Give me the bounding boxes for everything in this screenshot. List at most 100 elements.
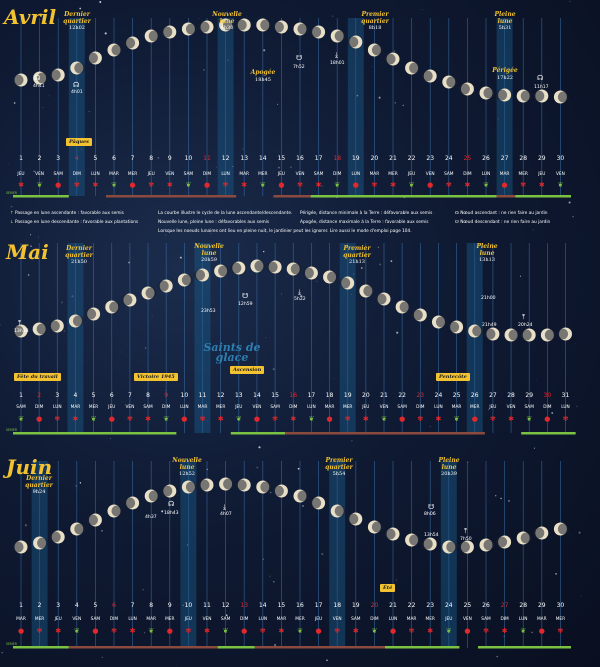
moon-shadow [272, 21, 284, 33]
moon-2 [33, 71, 49, 85]
moon-24 [442, 540, 458, 554]
weekday-label: SAM [221, 616, 231, 622]
moon-12 [219, 477, 235, 491]
moon-shadow [310, 497, 322, 509]
legend-nouvelle-pleine: Nouvelle lune, pleine lune : défavorable… [158, 220, 270, 225]
star [63, 330, 65, 332]
plant-type-icon: ✾ [520, 181, 526, 189]
plant-type-icon: ✾ [200, 415, 206, 423]
marker-time: 4h37 [145, 515, 157, 520]
moon-shadow [148, 30, 160, 42]
moon-14 [256, 480, 272, 494]
weekday-label: DIM [35, 404, 44, 410]
plant-type-icon: ● [502, 181, 508, 189]
moon-15 [266, 260, 282, 274]
plant-type-icon: ❦ [557, 181, 563, 189]
moon-4 [68, 314, 84, 328]
moon-23 [421, 69, 437, 83]
plant-type-icon: ✱ [55, 627, 61, 635]
phase-column [68, 18, 85, 196]
moon-22 [405, 61, 421, 75]
day-number: 27 [501, 602, 509, 609]
weekday-label: MER [425, 616, 434, 622]
weekday-label: MER [343, 404, 352, 410]
moon-shadow [161, 26, 173, 38]
weekday-label: DIM [543, 404, 552, 410]
plant-type-icon: ❦ [111, 181, 117, 189]
star [536, 378, 537, 380]
moon-shadow [260, 481, 272, 493]
phase-column [194, 243, 211, 433]
weekday-label: JEU [314, 616, 322, 622]
phase-column [31, 461, 48, 648]
moon-17 [302, 266, 318, 280]
plant-type-icon: ❦ [308, 415, 314, 423]
plant-type-icon: ✱ [241, 181, 247, 189]
phase-mai-dernier-quartier: Dernier quartier 21h50 [65, 245, 93, 265]
moon-20 [359, 284, 375, 298]
node-descendant-icon: ☋ [296, 54, 303, 62]
day-number: 12 [217, 392, 225, 399]
star [422, 9, 424, 11]
moon-shadow [290, 263, 302, 275]
plant-type-icon: ✱ [18, 181, 24, 189]
day-number: 10 [181, 392, 189, 399]
moon-1 [12, 324, 28, 338]
star [33, 170, 35, 172]
weekday-label: VEN [556, 171, 565, 177]
marker-time: 21h00 [481, 296, 496, 301]
marker-time: 21h49 [482, 323, 497, 328]
day-number: 10 [185, 155, 193, 162]
plant-type-icon: ● [464, 627, 470, 635]
plant-type-icon: ✱ [316, 181, 322, 189]
plant-type-icon: ❦ [454, 415, 460, 423]
day-number: 26 [482, 155, 490, 162]
moon-shadow [12, 74, 24, 86]
day-number: 19 [344, 392, 352, 399]
star [196, 340, 197, 341]
marker-time: 23h53 [201, 309, 216, 314]
plant-type-icon: ❦ [223, 627, 229, 635]
moon-7 [124, 36, 140, 50]
star [321, 553, 324, 556]
moon-28 [516, 89, 532, 103]
plant-type-icon: ● [18, 627, 24, 635]
phase-avril-nouvelle-lune: Nouvelle lune 4h30 [212, 11, 242, 31]
moon-shadow [520, 329, 532, 341]
moon-shadow [272, 485, 284, 497]
phase-column [347, 18, 364, 196]
plant-type-icon: ✱ [145, 415, 151, 423]
weekday-label: SAM [444, 171, 454, 177]
saints-de-glace-label: Saints de glace [203, 341, 261, 364]
moon-shadow [12, 541, 24, 553]
star [378, 96, 381, 99]
plant-type-icon: ❦ [37, 181, 43, 189]
moon-2 [32, 322, 48, 336]
moon-9 [161, 484, 177, 498]
moon-11 [194, 268, 209, 282]
plant-type-icon: ✾ [111, 627, 117, 635]
moon-28 [516, 531, 532, 545]
day-number: 8 [146, 392, 150, 399]
moon-shadow [85, 308, 97, 320]
day-number: 21 [380, 392, 388, 399]
semer-bar [521, 432, 576, 435]
plant-type-icon: ❦ [371, 627, 377, 635]
star [353, 273, 355, 275]
plant-type-icon: ❦ [334, 181, 340, 189]
day-number: 23 [426, 602, 434, 609]
day-number: 11 [203, 155, 211, 162]
star [508, 500, 510, 502]
weekday-label: MER [258, 171, 267, 177]
weekday-label: LUN [53, 404, 62, 410]
day-number: 28 [519, 155, 527, 162]
semer-bar [515, 195, 571, 198]
day-number: 25 [453, 392, 461, 399]
moon-shadow [49, 531, 61, 543]
marker-time: 7h52 [293, 65, 305, 70]
day-number: 22 [408, 602, 416, 609]
star [395, 579, 397, 581]
moon-shadow [334, 30, 346, 42]
star [256, 466, 259, 469]
day-number: 1 [19, 392, 23, 399]
